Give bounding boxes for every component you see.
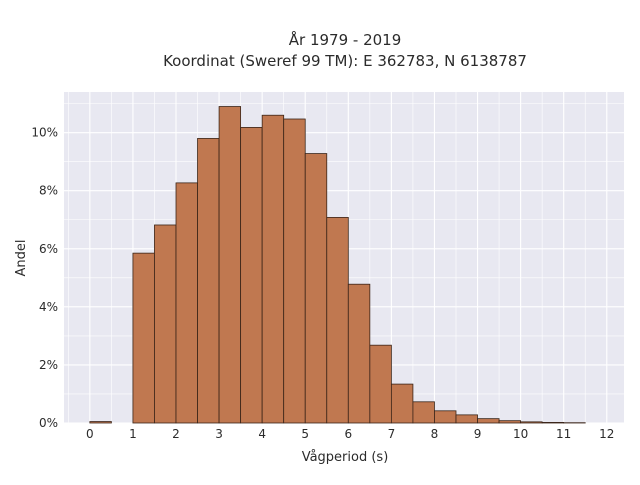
histogram-bar xyxy=(284,119,306,423)
x-tick-label: 2 xyxy=(172,427,180,441)
x-tick-label: 6 xyxy=(344,427,352,441)
x-tick-label: 9 xyxy=(474,427,482,441)
histogram-bar xyxy=(198,138,220,423)
y-tick-label: 4% xyxy=(39,300,58,314)
y-axis-label: Andel xyxy=(14,240,29,277)
y-tick-label: 6% xyxy=(39,242,58,256)
histogram-bar xyxy=(241,127,263,423)
x-tick-label: 0 xyxy=(86,427,94,441)
histogram-bar xyxy=(348,284,370,423)
y-tick-label: 0% xyxy=(39,416,58,430)
histogram-bar xyxy=(542,422,564,423)
histogram-bar xyxy=(370,345,392,423)
x-tick-label: 5 xyxy=(301,427,309,441)
x-tick-label: 1 xyxy=(129,427,137,441)
x-tick-label: 10 xyxy=(513,427,528,441)
x-tick-label: 8 xyxy=(431,427,439,441)
histogram-bar xyxy=(499,421,521,423)
x-tick-label: 4 xyxy=(258,427,266,441)
histogram-bar xyxy=(154,225,176,423)
histogram-bar xyxy=(176,183,198,423)
histogram-bar xyxy=(262,115,284,423)
histogram-bar xyxy=(219,107,241,423)
x-tick-label: 11 xyxy=(556,427,571,441)
histogram-bar xyxy=(521,422,543,423)
x-axis-label: Vågperiod (s) xyxy=(302,450,389,465)
histogram-bar xyxy=(90,422,112,423)
x-tick-label: 3 xyxy=(215,427,223,441)
histogram-bar xyxy=(456,415,478,423)
y-tick-label: 8% xyxy=(39,184,58,198)
histogram-bar xyxy=(133,253,155,423)
histogram-bar xyxy=(478,419,500,423)
y-tick-label: 10% xyxy=(31,126,58,140)
histogram-bar xyxy=(391,384,413,423)
x-tick-label: 12 xyxy=(599,427,614,441)
histogram-bar xyxy=(413,402,435,423)
histogram-bar xyxy=(327,217,349,423)
x-tick-label: 7 xyxy=(388,427,396,441)
y-tick-label: 2% xyxy=(39,358,58,372)
chart-title-line-2: Koordinat (Sweref 99 TM): E 362783, N 61… xyxy=(163,52,527,70)
histogram-bar xyxy=(434,411,456,423)
chart-title-line-1: År 1979 - 2019 xyxy=(289,30,402,49)
histogram-bar xyxy=(305,154,327,423)
